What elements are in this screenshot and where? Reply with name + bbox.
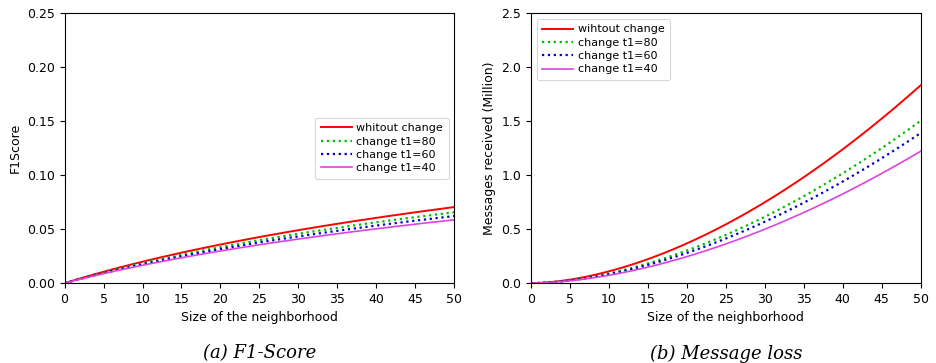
change t1=40: [525, 281, 536, 285]
change t1=40: [246, 244, 257, 248]
change t1=80: [914, 119, 926, 123]
change t1=60: [243, 242, 255, 246]
Legend: wihtout change, change t1=80, change t1=60, change t1=40: wihtout change, change t1=80, change t1=…: [536, 19, 669, 80]
change t1=40: [270, 240, 281, 245]
wihtout change: [756, 201, 768, 205]
change t1=80: [290, 232, 301, 236]
change t1=40: [905, 155, 916, 159]
change t1=80: [905, 125, 916, 130]
change t1=80: [525, 281, 536, 285]
change t1=60: [525, 281, 536, 285]
change t1=60: [290, 234, 301, 239]
change t1=80: [448, 210, 460, 215]
change t1=40: [736, 236, 747, 240]
change t1=40: [914, 149, 926, 154]
change t1=60: [246, 241, 257, 246]
change t1=60: [448, 214, 460, 218]
change t1=80: [270, 235, 281, 240]
change t1=80: [756, 216, 768, 220]
change t1=80: [243, 240, 255, 244]
whitout change: [246, 236, 257, 241]
change t1=60: [712, 239, 724, 244]
whitout change: [270, 232, 281, 236]
change t1=80: [736, 225, 747, 230]
change t1=40: [378, 226, 389, 230]
Line: wihtout change: wihtout change: [531, 85, 920, 283]
change t1=60: [378, 223, 389, 227]
wihtout change: [709, 227, 721, 232]
whitout change: [290, 228, 301, 233]
X-axis label: Size of the neighborhood: Size of the neighborhood: [647, 311, 803, 325]
wihtout change: [844, 141, 856, 146]
change t1=60: [905, 137, 916, 142]
change t1=40: [756, 228, 768, 232]
wihtout change: [736, 213, 747, 218]
change t1=80: [59, 281, 70, 285]
change t1=60: [59, 281, 70, 285]
change t1=60: [844, 175, 856, 179]
change t1=80: [709, 237, 721, 241]
change t1=60: [736, 230, 747, 234]
whitout change: [439, 206, 450, 211]
Title: (a) F1-Score: (a) F1-Score: [202, 344, 315, 363]
Line: change t1=60: change t1=60: [531, 133, 920, 283]
wihtout change: [712, 226, 724, 231]
change t1=80: [844, 166, 856, 171]
wihtout change: [914, 83, 926, 87]
Line: change t1=80: change t1=80: [65, 212, 454, 283]
Line: change t1=40: change t1=40: [531, 151, 920, 283]
change t1=40: [59, 281, 70, 285]
Title: (b) Message loss: (b) Message loss: [649, 344, 801, 363]
whitout change: [378, 215, 389, 219]
change t1=40: [243, 244, 255, 248]
Line: change t1=60: change t1=60: [65, 216, 454, 283]
change t1=40: [844, 188, 856, 192]
Y-axis label: Messages received (Million): Messages received (Million): [482, 61, 495, 235]
change t1=60: [756, 220, 768, 225]
change t1=80: [378, 219, 389, 224]
change t1=60: [270, 238, 281, 242]
whitout change: [59, 281, 70, 285]
change t1=40: [448, 218, 460, 222]
change t1=60: [914, 131, 926, 135]
wihtout change: [525, 281, 536, 285]
change t1=40: [712, 244, 724, 249]
change t1=80: [439, 211, 450, 216]
change t1=60: [709, 240, 721, 245]
whitout change: [243, 237, 255, 241]
change t1=40: [709, 245, 721, 249]
change t1=80: [712, 236, 724, 240]
change t1=40: [290, 237, 301, 241]
Y-axis label: F1Score: F1Score: [8, 123, 22, 174]
whitout change: [448, 205, 460, 209]
Legend: whitout change, change t1=80, change t1=60, change t1=40: whitout change, change t1=80, change t1=…: [314, 118, 448, 179]
change t1=80: [246, 239, 257, 244]
Line: change t1=40: change t1=40: [65, 220, 454, 283]
wihtout change: [905, 91, 916, 96]
change t1=40: [439, 219, 450, 223]
X-axis label: Size of the neighborhood: Size of the neighborhood: [181, 311, 337, 325]
Line: change t1=80: change t1=80: [531, 121, 920, 283]
change t1=60: [439, 215, 450, 219]
Line: whitout change: whitout change: [65, 207, 454, 283]
